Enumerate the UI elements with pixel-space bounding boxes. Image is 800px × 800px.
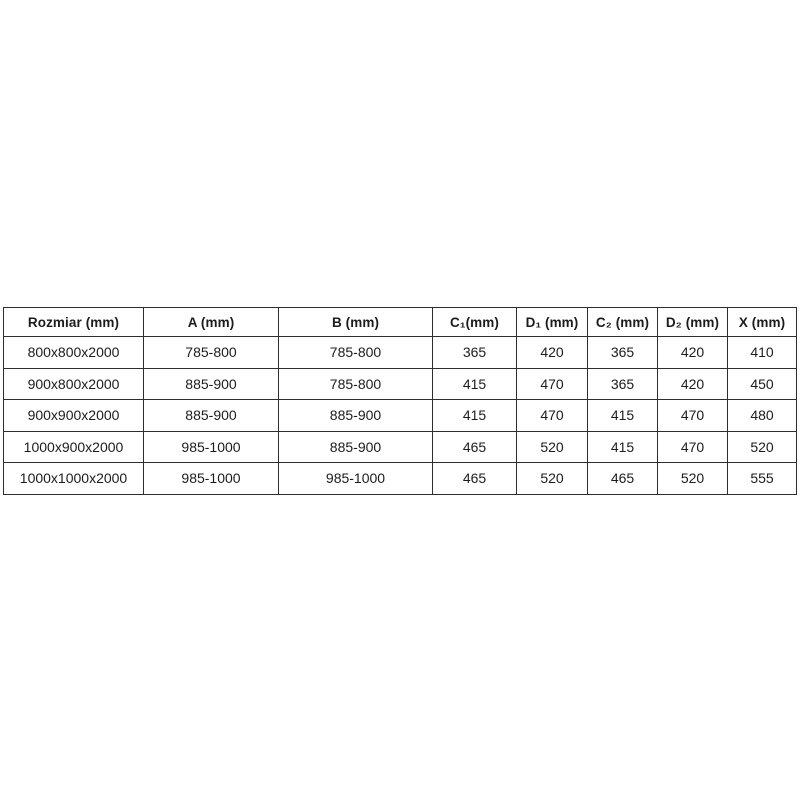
value-cell: 985-1000 xyxy=(278,462,433,495)
value-cell: 415 xyxy=(432,367,517,400)
value-cell: 420 xyxy=(657,367,728,400)
size-cell: 800x800x2000 xyxy=(3,336,144,369)
value-cell: 420 xyxy=(657,336,728,369)
table-row: 1000x900x2000 985-1000 885-900 465 520 415 470… xyxy=(3,430,797,463)
value-cell: 365 xyxy=(587,336,658,369)
value-cell: 365 xyxy=(587,367,658,400)
value-cell: 450 xyxy=(727,367,797,400)
value-cell: 465 xyxy=(432,462,517,495)
value-cell: 365 xyxy=(432,336,517,369)
value-cell: 785-800 xyxy=(278,336,433,369)
value-cell: 520 xyxy=(657,462,728,495)
value-cell: 985-1000 xyxy=(143,430,279,463)
value-cell: 470 xyxy=(516,367,588,400)
value-cell: 885-900 xyxy=(143,367,279,400)
value-cell: 470 xyxy=(516,399,588,432)
value-cell: 885-900 xyxy=(143,399,279,432)
column-header-2: A (mm) xyxy=(143,307,279,337)
size-cell: 1000x1000x2000 xyxy=(3,462,144,495)
value-cell: 465 xyxy=(432,430,517,463)
table-row: 1000x1000x2000 985-1000 985-1000 465 520 465 5… xyxy=(3,462,797,495)
table-row: 900x800x2000 885-900 785-800 415 470 365 420 45… xyxy=(3,367,797,400)
value-cell: 415 xyxy=(587,399,658,432)
value-cell: 410 xyxy=(727,336,797,369)
value-cell: 885-900 xyxy=(278,399,433,432)
column-header-7: D₂ (mm) xyxy=(657,307,728,337)
column-header-1: Rozmiar (mm) xyxy=(3,307,144,337)
value-cell: 785-800 xyxy=(143,336,279,369)
column-header-6: C₂ (mm) xyxy=(587,307,658,337)
value-cell: 520 xyxy=(516,462,588,495)
size-cell: 900x800x2000 xyxy=(3,367,144,400)
value-cell: 415 xyxy=(587,430,658,463)
value-cell: 465 xyxy=(587,462,658,495)
value-cell: 520 xyxy=(516,430,588,463)
table-body: 800x800x2000 785-800 785-800 365 420 365 420 41… xyxy=(3,336,797,495)
value-cell: 985-1000 xyxy=(143,462,279,495)
column-header-5: D₁ (mm) xyxy=(516,307,588,337)
value-cell: 785-800 xyxy=(278,367,433,400)
value-cell: 470 xyxy=(657,430,728,463)
value-cell: 470 xyxy=(657,399,728,432)
value-cell: 555 xyxy=(727,462,797,495)
column-header-3: B (mm) xyxy=(278,307,433,337)
value-cell: 420 xyxy=(516,336,588,369)
value-cell: 480 xyxy=(727,399,797,432)
table-header: Rozmiar (mm) A (mm) B (mm) C₁(mm) D₁ (mm) C₂ … xyxy=(3,307,797,337)
value-cell: 415 xyxy=(432,399,517,432)
size-dimensions-table: Rozmiar (mm) A (mm) B (mm) C₁(mm) D₁ (mm) C₂ … xyxy=(3,307,797,495)
header-row: Rozmiar (mm) A (mm) B (mm) C₁(mm) D₁ (mm) C₂ … xyxy=(3,307,797,337)
size-cell: 900x900x2000 xyxy=(3,399,144,432)
table-row: 900x900x2000 885-900 885-900 415 470 415 470 48… xyxy=(3,399,797,432)
table-row: 800x800x2000 785-800 785-800 365 420 365 420 41… xyxy=(3,336,797,369)
column-header-4: C₁(mm) xyxy=(432,307,517,337)
column-header-8: X (mm) xyxy=(727,307,797,337)
value-cell: 885-900 xyxy=(278,430,433,463)
size-cell: 1000x900x2000 xyxy=(3,430,144,463)
value-cell: 520 xyxy=(727,430,797,463)
